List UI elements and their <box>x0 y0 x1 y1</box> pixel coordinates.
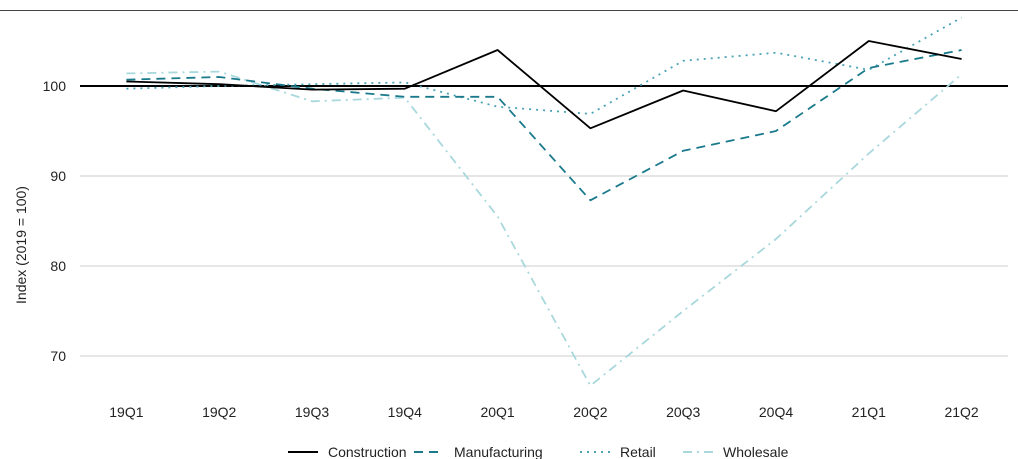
y-tick-label: 100 <box>43 78 67 94</box>
series-line-wholesale <box>126 70 963 387</box>
legend-label-wholesale: Wholesale <box>723 444 789 459</box>
x-tick-label: 20Q2 <box>573 404 607 420</box>
series-line-manufacturing <box>126 49 962 202</box>
y-tick-label: 90 <box>50 168 66 184</box>
y-tick-labels: 70 80 90 100 <box>43 78 67 364</box>
x-tick-label: 19Q3 <box>295 404 329 420</box>
x-tick-label: 21Q1 <box>852 404 886 420</box>
legend: Construction Manufacturing Retail Wholesale <box>288 444 789 459</box>
legend-label-construction: Construction <box>328 444 407 459</box>
y-tick-label: 70 <box>50 348 66 364</box>
series-line-construction <box>126 40 962 130</box>
legend-label-retail: Retail <box>620 444 656 459</box>
series-line-retail <box>126 16 963 115</box>
x-tick-label: 20Q1 <box>480 404 514 420</box>
x-tick-labels: 19Q1 19Q2 19Q3 19Q4 20Q1 20Q2 20Q3 20Q4 21Q1 21Q2 <box>109 404 979 420</box>
x-tick-label: 20Q3 <box>666 404 700 420</box>
x-tick-label: 20Q4 <box>759 404 793 420</box>
legend-label-manufacturing: Manufacturing <box>454 444 543 459</box>
series-lines <box>126 16 963 387</box>
gridlines <box>80 175 1008 357</box>
x-tick-label: 19Q2 <box>202 404 236 420</box>
x-tick-label: 19Q1 <box>109 404 143 420</box>
x-tick-label: 21Q2 <box>944 404 978 420</box>
y-axis-title: Index (2019 = 100) <box>13 186 29 304</box>
x-tick-label: 19Q4 <box>388 404 422 420</box>
y-tick-label: 80 <box>50 258 66 274</box>
